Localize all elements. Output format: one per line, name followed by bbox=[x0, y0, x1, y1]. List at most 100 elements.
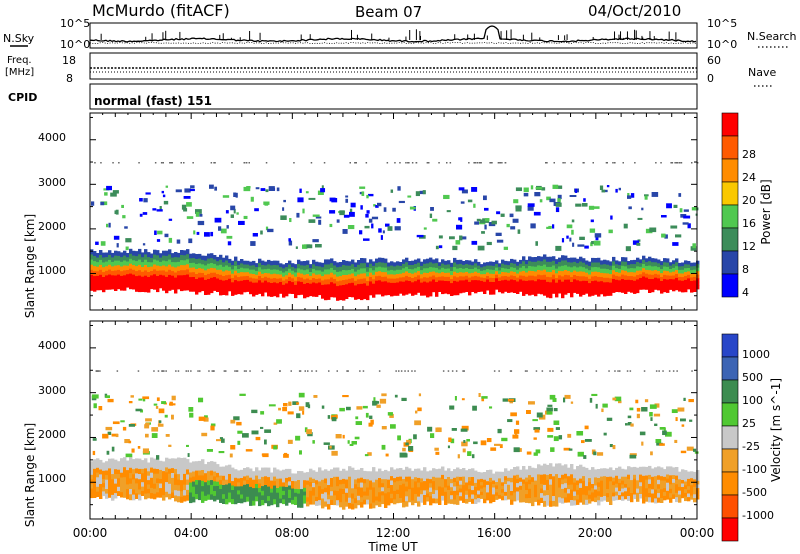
heatmap-cell bbox=[501, 482, 505, 487]
heatmap-cell bbox=[330, 277, 334, 283]
heatmap-cell bbox=[553, 436, 559, 442]
heatmap-cell bbox=[447, 498, 451, 504]
heatmap-cell bbox=[390, 265, 394, 271]
heatmap-cell bbox=[397, 435, 401, 441]
heatmap-cell bbox=[120, 280, 124, 286]
heatmap-cell bbox=[633, 470, 637, 476]
heatmap-cell bbox=[510, 370, 513, 372]
heatmap-cell bbox=[648, 492, 652, 498]
heatmap-cell bbox=[237, 474, 241, 479]
heatmap-cell bbox=[453, 499, 457, 505]
heatmap-cell bbox=[513, 199, 519, 204]
heatmap-cell bbox=[678, 162, 680, 164]
heatmap-cell bbox=[492, 261, 496, 267]
heatmap-cell bbox=[96, 271, 100, 277]
heatmap-cell bbox=[243, 276, 247, 281]
heatmap-cell bbox=[510, 271, 514, 276]
heatmap-cell bbox=[477, 483, 481, 488]
heatmap-cell bbox=[297, 493, 301, 499]
heatmap-cell bbox=[486, 496, 490, 501]
heatmap-cell bbox=[468, 286, 472, 292]
heatmap-cell bbox=[411, 475, 415, 480]
heatmap-cell bbox=[534, 261, 538, 268]
heatmap-cell bbox=[138, 270, 142, 277]
heatmap-cell bbox=[291, 488, 295, 493]
heatmap-cell bbox=[372, 270, 376, 276]
heatmap-cell bbox=[588, 478, 592, 483]
heatmap-cell bbox=[123, 250, 127, 257]
heatmap-cell bbox=[435, 282, 439, 288]
heatmap-cell bbox=[145, 192, 151, 195]
heatmap-cell bbox=[161, 370, 164, 372]
heatmap-cell bbox=[525, 259, 529, 265]
heatmap-cell bbox=[213, 263, 217, 269]
heatmap-cell bbox=[693, 280, 697, 285]
heatmap-cell bbox=[390, 291, 394, 297]
heatmap-cell bbox=[600, 492, 604, 498]
heatmap-cell bbox=[192, 496, 196, 503]
heatmap-cell bbox=[369, 471, 373, 477]
heatmap-cell bbox=[429, 483, 433, 489]
heatmap-cell bbox=[507, 284, 511, 289]
heatmap-cell bbox=[666, 266, 670, 272]
heatmap-cell bbox=[126, 253, 130, 258]
heatmap-cell bbox=[230, 205, 236, 211]
heatmap-cell bbox=[228, 488, 232, 494]
heatmap-cell bbox=[294, 477, 298, 482]
heatmap-cell bbox=[357, 478, 361, 484]
heatmap-cell bbox=[362, 405, 368, 409]
heatmap-cell bbox=[462, 276, 466, 281]
heatmap-cell bbox=[235, 370, 238, 372]
heatmap-cell bbox=[567, 433, 572, 438]
heatmap-cell bbox=[657, 475, 661, 481]
heatmap-cell bbox=[276, 278, 280, 284]
heatmap-cell bbox=[108, 255, 112, 261]
heatmap-cell bbox=[204, 482, 208, 488]
heatmap-cell bbox=[270, 492, 274, 498]
heatmap-cell bbox=[617, 370, 619, 372]
heatmap-cell bbox=[318, 472, 322, 478]
heatmap-cell bbox=[288, 285, 292, 290]
heatmap-cell bbox=[573, 487, 577, 493]
heatmap-cell bbox=[321, 503, 325, 509]
heatmap-cell bbox=[429, 479, 433, 484]
heatmap-cell bbox=[531, 289, 535, 295]
heatmap-cell bbox=[462, 284, 466, 289]
heatmap-cell bbox=[387, 226, 393, 231]
heatmap-cell bbox=[138, 484, 142, 491]
heatmap-cell bbox=[498, 273, 502, 278]
heatmap-cell bbox=[381, 499, 385, 505]
heatmap-cell bbox=[570, 370, 572, 372]
heatmap-cell bbox=[612, 265, 616, 271]
heatmap-cell bbox=[432, 476, 436, 482]
heatmap-cell bbox=[120, 472, 124, 479]
heatmap-cell bbox=[546, 226, 552, 229]
heatmap-cell bbox=[306, 283, 310, 289]
heatmap-cell bbox=[234, 284, 238, 291]
heatmap-cell bbox=[543, 484, 547, 491]
heatmap-cell bbox=[684, 481, 688, 486]
heatmap-cell bbox=[405, 271, 409, 277]
heatmap-cell bbox=[555, 463, 559, 470]
heatmap-cell bbox=[106, 450, 110, 455]
heatmap-cell bbox=[303, 480, 307, 485]
heatmap-cell bbox=[619, 370, 621, 372]
heatmap-cell bbox=[630, 471, 634, 477]
heatmap-cell bbox=[681, 483, 685, 488]
heatmap-cell bbox=[621, 496, 625, 501]
heatmap-cell bbox=[243, 162, 246, 164]
heatmap-cell bbox=[450, 287, 454, 292]
heatmap-cell bbox=[447, 289, 451, 295]
heatmap-cell bbox=[528, 484, 532, 490]
heatmap-cell bbox=[306, 472, 310, 477]
heatmap-cell bbox=[465, 268, 469, 273]
heatmap-cell bbox=[687, 478, 691, 484]
heatmap-cell bbox=[327, 294, 331, 300]
heatmap-cell bbox=[186, 216, 194, 219]
heatmap-cell bbox=[522, 492, 526, 498]
heatmap-cell bbox=[387, 412, 393, 416]
heatmap-cell bbox=[389, 413, 394, 418]
heatmap-cell bbox=[141, 468, 145, 474]
heatmap-cell bbox=[370, 419, 374, 425]
heatmap-cell bbox=[258, 483, 262, 489]
